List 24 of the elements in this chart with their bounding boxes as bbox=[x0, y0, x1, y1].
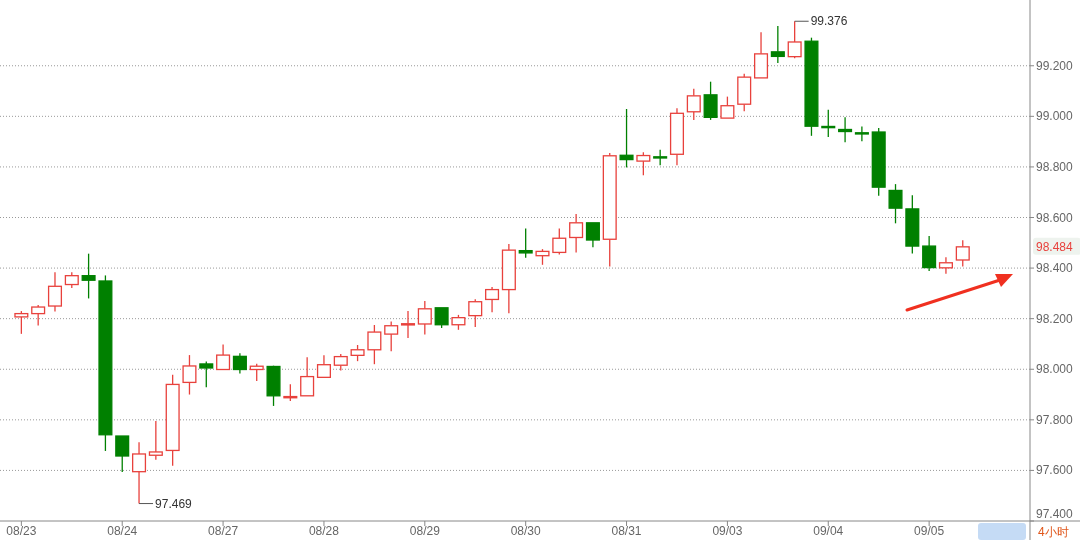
x-tick-label: 08/29 bbox=[409, 524, 441, 538]
y-tick-label: 99.000 bbox=[1036, 109, 1074, 124]
text: 98.484 bbox=[1036, 239, 1074, 254]
y-tick-label: 97.400 bbox=[1036, 507, 1074, 521]
x-tick-label: 08/28 bbox=[308, 524, 340, 538]
y-tick-label: 98.800 bbox=[1036, 159, 1074, 174]
y-tick-label: 98.200 bbox=[1036, 311, 1074, 326]
y-tick-label: 98.600 bbox=[1036, 210, 1074, 225]
text: 4小时 bbox=[1038, 525, 1069, 539]
y-tick-label: 98.400 bbox=[1036, 261, 1074, 276]
x-tick-label: 08/27 bbox=[208, 524, 239, 538]
y-tick-label: 98.000 bbox=[1036, 362, 1074, 377]
x-tick-label: 09/04 bbox=[813, 524, 844, 538]
y-tick-label: 97.600 bbox=[1036, 463, 1074, 478]
y-tick-label: 97.800 bbox=[1036, 412, 1074, 427]
annotation: 99.376 bbox=[810, 14, 848, 29]
x-tick-label: 08/24 bbox=[107, 524, 138, 538]
x-tick-label: 08/30 bbox=[510, 524, 542, 538]
x-tick-label: 08/23 bbox=[6, 524, 37, 538]
y-tick-label: 99.200 bbox=[1036, 58, 1074, 73]
annotation: 97.469 bbox=[155, 496, 193, 511]
x-tick-label: 08/31 bbox=[611, 524, 642, 538]
x-tick-label: 09/03 bbox=[712, 524, 743, 538]
x-tick-label: 09/05 bbox=[914, 524, 945, 538]
